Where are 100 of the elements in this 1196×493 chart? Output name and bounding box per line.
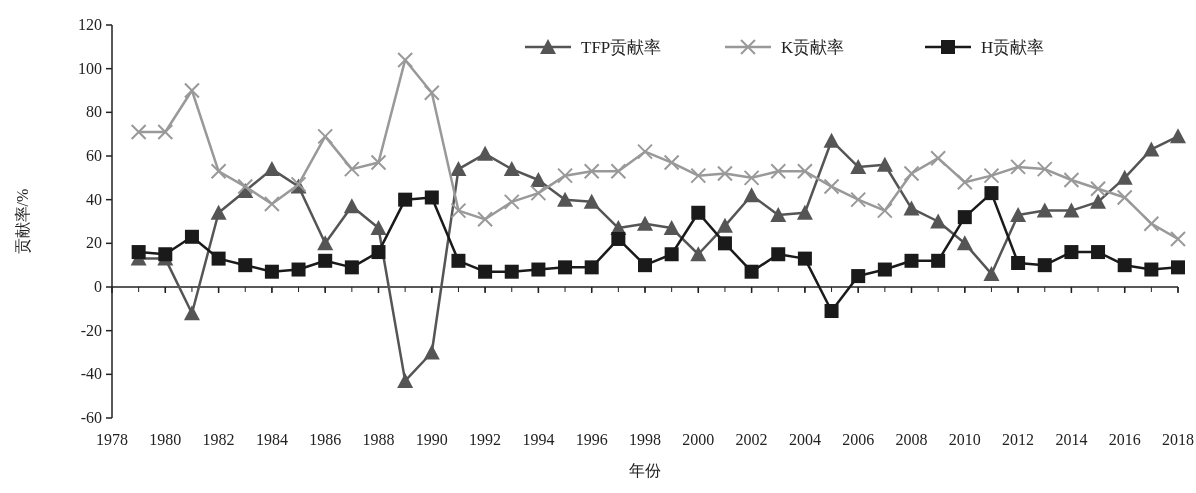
point <box>610 163 627 180</box>
point <box>691 205 706 220</box>
point <box>317 128 334 145</box>
x-tick-label: 2014 <box>1055 431 1088 448</box>
point <box>344 260 359 275</box>
point <box>611 231 626 246</box>
point <box>930 150 947 167</box>
point <box>1170 230 1186 247</box>
point <box>1036 161 1053 178</box>
point <box>1091 245 1106 260</box>
x-tick-label: 2002 <box>735 431 768 448</box>
point <box>716 217 733 233</box>
point <box>983 167 1000 184</box>
point <box>131 245 146 260</box>
y-tick-label: -60 <box>80 409 102 426</box>
x-tick-label: 1998 <box>629 431 661 448</box>
point <box>638 258 652 273</box>
point <box>903 200 920 216</box>
point <box>957 210 972 225</box>
point <box>423 84 440 101</box>
point <box>1171 260 1185 275</box>
x-tick-label: 2004 <box>788 431 821 448</box>
point <box>771 247 786 262</box>
point <box>690 246 707 262</box>
point <box>904 253 919 268</box>
x-tick-label: 1996 <box>575 431 608 448</box>
point <box>317 235 334 251</box>
point <box>503 193 520 210</box>
point <box>477 145 494 161</box>
point <box>850 158 867 174</box>
point <box>930 213 947 229</box>
point <box>637 215 653 231</box>
point <box>238 258 253 273</box>
point <box>1037 258 1052 273</box>
point <box>397 51 414 68</box>
point <box>557 191 574 207</box>
point <box>530 172 547 188</box>
point <box>744 264 759 279</box>
point <box>237 178 254 195</box>
point <box>851 269 866 284</box>
y-tick-label: 20 <box>86 234 102 252</box>
point <box>397 372 414 388</box>
point <box>1170 128 1186 144</box>
point <box>1144 262 1159 277</box>
x-tick-label: 2010 <box>948 431 981 448</box>
point <box>450 202 467 219</box>
point <box>823 178 840 195</box>
point <box>876 202 893 219</box>
y-tick-label: 60 <box>86 147 102 164</box>
x-tick-label: 1980 <box>149 431 182 448</box>
legend-label: TFP贡献率 <box>581 38 662 57</box>
point <box>503 161 520 177</box>
y-tick-label: 0 <box>94 278 102 295</box>
point <box>451 253 466 268</box>
x-tick-label: 1986 <box>309 431 342 448</box>
point <box>263 161 280 177</box>
x-tick-label: 1992 <box>469 431 502 448</box>
y-tick-label: 80 <box>86 103 102 121</box>
point <box>850 191 867 208</box>
point <box>478 264 493 279</box>
legend-label: K贡献率 <box>781 38 845 57</box>
x-tick-label: 1990 <box>415 431 448 448</box>
point <box>717 236 732 251</box>
point <box>1117 258 1132 273</box>
point <box>796 163 813 180</box>
point <box>183 305 200 321</box>
point <box>158 247 173 262</box>
y-tick-label: -20 <box>80 321 102 339</box>
point <box>664 247 679 262</box>
point <box>318 253 333 268</box>
point <box>398 192 413 207</box>
point <box>1010 158 1027 175</box>
point <box>343 198 360 214</box>
x-tick-label: 2008 <box>895 431 928 448</box>
x-axis-title: 年份 <box>629 462 661 479</box>
point <box>1116 169 1133 185</box>
point <box>584 260 599 275</box>
point <box>530 185 547 202</box>
point <box>210 163 227 180</box>
point <box>663 220 680 236</box>
point <box>531 262 546 277</box>
point <box>183 82 200 99</box>
y-tick-label: 120 <box>78 16 102 33</box>
point <box>877 262 892 277</box>
x-tick-label: 2012 <box>1002 431 1035 448</box>
point <box>1036 202 1053 218</box>
point <box>291 262 306 277</box>
point <box>743 187 760 203</box>
point <box>583 163 600 180</box>
y-axis-title: 贡献率/% <box>14 188 31 255</box>
x-tick-label: 1978 <box>96 431 128 448</box>
point <box>210 204 227 220</box>
point <box>504 264 519 279</box>
point <box>1010 206 1027 222</box>
y-tick-label: -40 <box>80 365 102 383</box>
x-tick-label: 2018 <box>1162 431 1194 448</box>
point <box>557 167 574 184</box>
point <box>983 265 1000 281</box>
point <box>637 143 653 160</box>
x-tick-label: 2016 <box>1108 431 1141 448</box>
